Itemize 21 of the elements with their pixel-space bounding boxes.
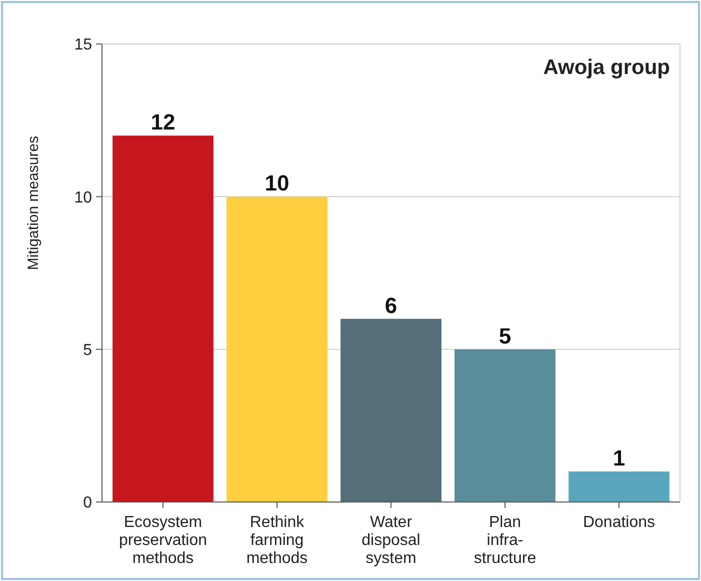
- bar: [340, 318, 442, 502]
- x-tick-label: Plan infra- structure: [474, 514, 536, 567]
- x-tick-label: Donations: [582, 514, 656, 531]
- y-tick-label: 10: [74, 189, 92, 206]
- bar: [226, 196, 328, 502]
- data-label: 5: [498, 323, 512, 348]
- bar: [454, 349, 556, 502]
- data-label: 1: [612, 445, 626, 470]
- y-tick-label: 0: [83, 494, 92, 512]
- text: Awoja group: [543, 56, 670, 79]
- x-tick-label: Ecosystem preservation methods: [118, 514, 208, 567]
- bar: [568, 471, 670, 502]
- x-tick-label: Rethink farming methods: [246, 514, 308, 567]
- y-tick-label: 5: [83, 342, 92, 359]
- bar: [112, 136, 214, 502]
- x-tick-label: Water disposal system: [362, 514, 420, 567]
- y-tick-label: 15: [74, 36, 92, 54]
- y-axis-title: Mitigation measures: [25, 136, 42, 270]
- data-label: 6: [384, 292, 398, 318]
- data-label: 12: [150, 110, 176, 135]
- data-label: 10: [264, 170, 290, 196]
